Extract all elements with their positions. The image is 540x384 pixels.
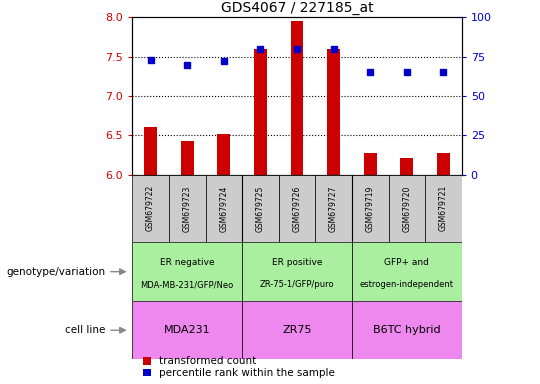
Bar xyxy=(218,134,230,175)
Text: GSM679722: GSM679722 xyxy=(146,185,155,232)
Bar xyxy=(132,301,242,359)
Text: GSM679726: GSM679726 xyxy=(293,185,301,232)
Text: ER negative: ER negative xyxy=(160,258,214,267)
Text: GSM679727: GSM679727 xyxy=(329,185,338,232)
Bar xyxy=(254,49,267,175)
Text: transformed count: transformed count xyxy=(159,356,256,366)
Text: ZR-75-1/GFP/puro: ZR-75-1/GFP/puro xyxy=(260,280,334,289)
Text: GSM679720: GSM679720 xyxy=(402,185,411,232)
Text: GFP+ and: GFP+ and xyxy=(384,258,429,267)
Text: GSM679724: GSM679724 xyxy=(219,185,228,232)
Bar xyxy=(206,175,242,242)
Bar xyxy=(364,154,376,175)
Text: GSM679721: GSM679721 xyxy=(439,185,448,232)
Text: MDA231: MDA231 xyxy=(164,325,211,335)
Title: GDS4067 / 227185_at: GDS4067 / 227185_at xyxy=(221,1,373,15)
Text: MDA-MB-231/GFP/Neo: MDA-MB-231/GFP/Neo xyxy=(140,280,234,289)
Bar xyxy=(291,21,303,175)
Bar xyxy=(388,175,425,242)
Bar xyxy=(242,175,279,242)
Text: B6TC hybrid: B6TC hybrid xyxy=(373,325,441,335)
Text: cell line: cell line xyxy=(65,325,105,335)
Bar xyxy=(132,175,169,242)
Text: ER positive: ER positive xyxy=(272,258,322,267)
Bar xyxy=(144,127,157,175)
Bar xyxy=(132,242,242,301)
Bar xyxy=(242,301,352,359)
Text: GSM679725: GSM679725 xyxy=(256,185,265,232)
Bar xyxy=(437,153,450,175)
Bar xyxy=(352,242,462,301)
Bar xyxy=(181,141,194,175)
Bar xyxy=(352,301,462,359)
Text: estrogen-independent: estrogen-independent xyxy=(360,280,454,289)
Text: GSM679723: GSM679723 xyxy=(183,185,192,232)
Bar xyxy=(242,242,352,301)
Bar xyxy=(425,175,462,242)
Text: genotype/variation: genotype/variation xyxy=(6,266,105,277)
Text: ZR75: ZR75 xyxy=(282,325,312,335)
Text: percentile rank within the sample: percentile rank within the sample xyxy=(159,367,335,377)
Bar xyxy=(315,175,352,242)
Bar xyxy=(169,175,206,242)
Bar xyxy=(400,158,413,175)
Bar xyxy=(143,357,151,365)
Bar xyxy=(143,369,151,376)
Text: GSM679719: GSM679719 xyxy=(366,185,375,232)
Bar xyxy=(327,49,340,175)
Bar xyxy=(352,175,388,242)
Bar xyxy=(279,175,315,242)
